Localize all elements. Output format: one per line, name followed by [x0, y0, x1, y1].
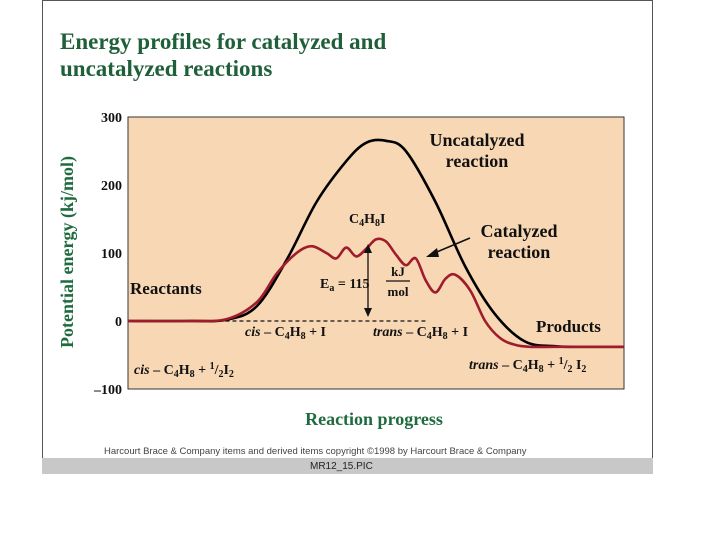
ea-unit-numerator: kJ — [391, 264, 405, 279]
y-tick-label: –100 — [93, 383, 122, 398]
y-tick-label: 300 — [101, 111, 122, 126]
y-tick-label: 0 — [115, 315, 122, 330]
catalyzed-curve — [127, 237, 624, 349]
y-tick-label: 100 — [101, 247, 122, 262]
reactants-label: Reactants — [130, 279, 202, 298]
ea-arrow-head-down — [364, 308, 372, 317]
y-tick-label: 200 — [101, 179, 122, 194]
cis-intermediate-label: cis – C4H8 + I — [245, 325, 326, 342]
trans-product-label: trans – C4H8 + 1/2 I2 — [469, 356, 586, 375]
intermediate-formula: C4H8I — [349, 212, 385, 229]
trans-intermediate-label: trans – C4H8 + I — [373, 325, 468, 342]
uncatalyzed-label-line1: Uncatalyzed — [430, 130, 525, 150]
catalyzed-label-line2: reaction — [488, 242, 551, 262]
plot-background — [127, 116, 625, 390]
uncatalyzed-curve — [127, 138, 625, 349]
caption-strip — [42, 458, 653, 474]
ea-arrow-head-up — [364, 244, 372, 253]
figure-title-line1: Energy profiles for catalyzed and — [60, 29, 387, 54]
copyright-credit: Harcourt Brace & Company items and deriv… — [104, 446, 527, 457]
ea-label: Ea = 115 — [320, 277, 370, 294]
ea-unit-denominator: mol — [388, 284, 409, 299]
y-axis-label: Potential energy (kj/mol) — [57, 156, 78, 348]
figure-title-line2: uncatalyzed reactions — [60, 56, 273, 81]
x-axis-label: Reaction progress — [305, 409, 443, 429]
products-label: Products — [536, 317, 601, 336]
cis-reactant-label: cis – C4H8 + 1/2I2 — [134, 361, 234, 380]
catalyzed-label-line1: Catalyzed — [481, 221, 558, 241]
image-caption: MR12_15.PIC — [310, 461, 373, 472]
uncatalyzed-label-line2: reaction — [446, 151, 509, 171]
catalyzed-pointer-arrow — [431, 237, 471, 255]
catalyzed-pointer-head — [426, 248, 439, 257]
